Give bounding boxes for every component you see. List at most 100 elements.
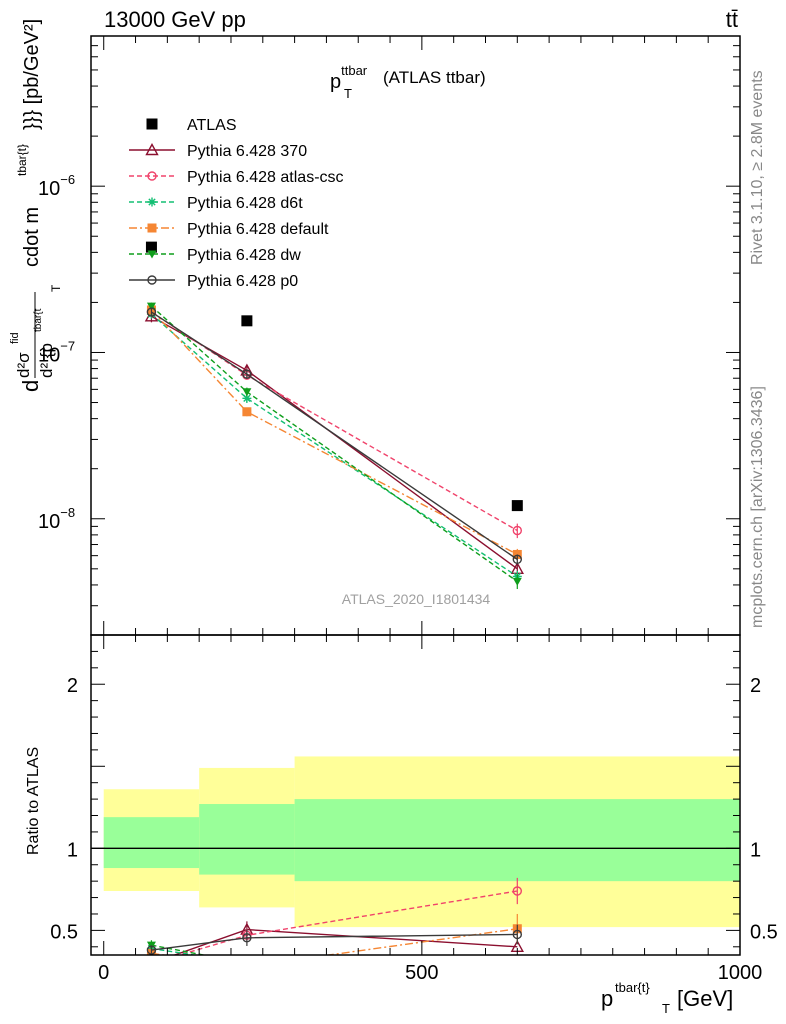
legend-marker: [146, 118, 158, 130]
title-sup: ttbar: [341, 63, 368, 78]
data-point: [512, 554, 523, 565]
ratio-point: [147, 959, 155, 967]
data-point: [146, 302, 156, 311]
x-tick-label: 1000: [718, 962, 763, 984]
legend-item-pythia-6-428-370: Pythia 6.428 370: [129, 143, 307, 160]
ylabel-tail: }}} [pb/GeV²]: [21, 19, 43, 130]
series-pythia-6-428-d6t: [146, 309, 522, 583]
ratio-point: [513, 959, 522, 968]
series-pythia-6-428-atlas-csc: [146, 307, 523, 539]
ratio-series-pythia-6-428-370: [146, 921, 524, 968]
ylabel-frac-bot-sup: tbar{t: [33, 308, 44, 332]
legend-marker: [147, 197, 157, 207]
ratio-bands: [103, 756, 740, 928]
ylabel-frac-top: d²σ: [14, 352, 33, 378]
ratio-frame: [90, 634, 741, 956]
ratio-y-tick-label-right: 2: [750, 675, 761, 697]
main-y-axis-label: d d²σ fid d² {p tbar{t T cdot m tbar{t} …: [9, 19, 63, 392]
data-point: [242, 369, 252, 379]
data-point: [512, 577, 522, 586]
legend-item-pythia-6-428-atlas-csc: Pythia 6.428 atlas-csc: [129, 169, 344, 186]
ratio-point: [513, 960, 522, 968]
ylabel-rest-sup: tbar{t}: [15, 144, 29, 176]
data-point: [512, 549, 522, 559]
x-tick-labels: 0 500 1000: [98, 962, 762, 984]
ratio-point: [146, 958, 157, 968]
ratio-y-tick-label-left: 2: [67, 675, 78, 697]
xlabel-main: p: [601, 986, 613, 1011]
ratio-y-tick-label-left: 1: [67, 839, 78, 861]
x-axis-label: p tbar{t} T [GeV]: [601, 980, 733, 1016]
ratio-point: [242, 960, 251, 968]
series-line-pythia-6-428-atlas-csc: [151, 311, 518, 532]
process-label: tt̄: [726, 7, 738, 32]
ratio-y-tick-label-right: 1: [750, 839, 761, 861]
xlabel-tail: [GeV]: [677, 986, 733, 1011]
series-pythia-6-428-dw: [146, 302, 522, 590]
legend-marker: [147, 223, 157, 233]
ratio-point: [512, 886, 523, 896]
legend-item-pythia-6-428-d6t: Pythia 6.428 d6t: [129, 195, 303, 212]
ratio-point: [242, 962, 251, 971]
x-tick-label: 0: [98, 962, 109, 984]
data-point: [511, 500, 523, 512]
legend-label: Pythia 6.428 dw: [187, 247, 301, 264]
main-y-tick-labels: 10−8 10−7 10−6: [38, 172, 75, 533]
data-point: [242, 388, 252, 397]
uncertainty-band-green-0: [103, 817, 200, 869]
main-series-group: [144, 241, 524, 590]
ratio-series-group: [146, 877, 524, 971]
ratio-line-pythia-6-428-dw: [151, 944, 208, 955]
legend-marker: [147, 275, 157, 285]
ylabel-frac-top-sup: fid: [9, 332, 21, 344]
ratio-y-axis-label: Ratio to ATLAS: [25, 747, 42, 855]
series-pythia-6-428-p0: [146, 307, 523, 565]
series-pythia-6-428-370: [144, 309, 524, 575]
legend-label: Pythia 6.428 atlas-csc: [187, 169, 344, 186]
main-y-tick-label: 10−8: [38, 505, 75, 533]
legend-marker: [147, 250, 157, 259]
legend-marker: [145, 143, 159, 156]
series-atlas: [145, 241, 523, 512]
analysis-watermark: ATLAS_2020_I1801434: [342, 591, 491, 607]
ratio-series-pythia-6-428-p0: [146, 924, 523, 955]
ratio-point: [242, 959, 251, 968]
data-point: [512, 525, 523, 536]
legend-label: ATLAS: [187, 117, 237, 134]
axis-ticks: [91, 35, 741, 955]
data-point: [145, 241, 157, 253]
ratio-y-tick-label-left: 0.5: [50, 921, 78, 943]
series-pythia-6-428-default: [146, 305, 522, 561]
svg-text:pttbar: pttbar: [330, 63, 368, 93]
legend-label: Pythia 6.428 370: [187, 143, 307, 160]
ratio-point: [146, 945, 157, 955]
main-y-tick-label: 10−7: [38, 338, 75, 366]
data-point: [146, 307, 157, 317]
ratio-point: [512, 929, 523, 940]
legend-label: Pythia 6.428 d6t: [187, 195, 303, 212]
ratio-point: [242, 933, 252, 943]
uncertainty-band-green-1: [199, 804, 295, 875]
mcplots-label: mcplots.cern.ch [arXiv:1306.3436]: [749, 386, 766, 628]
ylabel-frac-bot-sub: T: [49, 284, 63, 292]
title-sub: T: [344, 86, 352, 101]
ratio-line-pythia-6-428-d6t: [151, 947, 199, 955]
energy-label: 13000 GeV pp: [104, 7, 246, 32]
rivet-label: Rivet 3.1.10, ≥ 2.8M events: [749, 70, 766, 265]
legend-item-pythia-6-428-default: Pythia 6.428 default: [129, 221, 329, 238]
ratio-y-tick-label-right: 0.5: [750, 921, 778, 943]
uncertainty-band-green-2: [294, 799, 740, 882]
title-suffix: (ATLAS ttbar): [383, 68, 486, 87]
ylabel-d: d: [18, 380, 43, 392]
legend-item-pythia-6-428-dw: Pythia 6.428 dw: [129, 247, 301, 264]
legend-label: Pythia 6.428 default: [187, 221, 329, 238]
legend-item-pythia-6-428-p0: Pythia 6.428 p0: [129, 273, 298, 290]
x-tick-label: 500: [405, 962, 438, 984]
legend-item-atlas: ATLAS: [146, 117, 237, 134]
xlabel-sup: tbar{t}: [615, 980, 650, 995]
ratio-y-tick-labels: 0.5 0.5 1 1 2 2: [50, 675, 778, 943]
ratio-line-pythia-6-428-default: [151, 928, 518, 955]
series-line-pythia-6-428-370: [151, 315, 518, 570]
series-line-pythia-6-428-d6t: [150, 313, 518, 578]
